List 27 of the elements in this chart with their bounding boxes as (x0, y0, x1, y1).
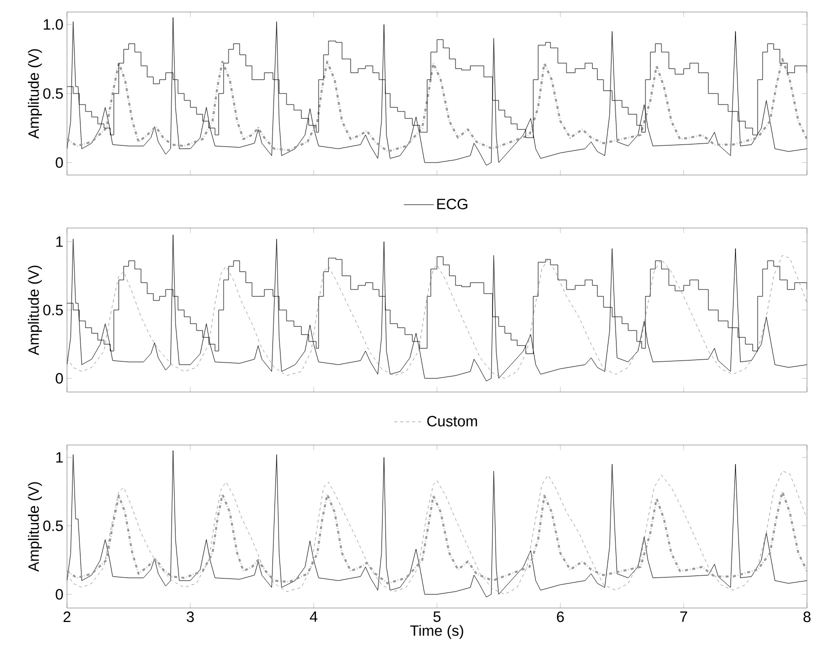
x-tick-label: 6 (556, 612, 564, 622)
x-tick-label: 8 (804, 612, 810, 622)
x-axis-title: Time (s) (410, 624, 464, 639)
y-tick-label: 0 (56, 589, 63, 600)
y-tick-label: 0 (56, 373, 63, 384)
legend-label: Custom (427, 416, 477, 426)
x-tick-label: 5 (433, 612, 441, 622)
y-axis-title: Amplitude (V) (28, 266, 42, 356)
y-axis-title: Amplitude (V) (28, 482, 42, 572)
x-tick-label: 7 (680, 612, 688, 622)
y-axis-title: Amplitude (V) (28, 49, 42, 139)
legend-label: ECG (437, 198, 468, 210)
x-tick-label: 2 (64, 612, 70, 622)
y-tick-label: 1.0 (44, 19, 63, 30)
x-tick-label: 3 (186, 612, 194, 622)
line-series (67, 450, 807, 598)
y-tick-label: 0 (56, 157, 63, 168)
y-tick-label: 0.5 (43, 88, 63, 99)
y-tick-label: 1 (56, 236, 63, 247)
line-series (67, 255, 807, 379)
y-tick-label: 1 (56, 452, 63, 462)
line-series (67, 470, 807, 595)
y-tick-label: 0.5 (43, 304, 63, 316)
y-tick-label: 0.5 (43, 520, 63, 532)
x-tick-label: 4 (310, 612, 318, 622)
line-series (67, 234, 807, 382)
line-series (67, 17, 807, 166)
